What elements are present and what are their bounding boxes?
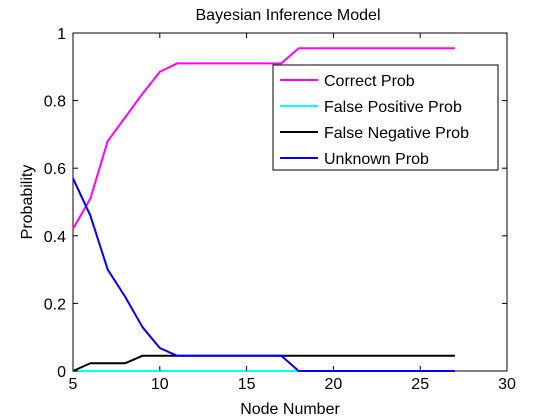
series-layer xyxy=(72,47,455,372)
axes-layer: 5 10 15 20 25 30 0 0.2 0.4 0.6 0.8 1 xyxy=(44,26,516,393)
x-tick-label: 5 xyxy=(69,376,78,393)
series-line-4 xyxy=(72,177,455,372)
x-tick-label: 20 xyxy=(325,376,343,393)
series-line-1 xyxy=(72,47,455,230)
legend-label: False Positive Prob xyxy=(324,99,462,116)
x-tick-label: 15 xyxy=(238,376,256,393)
legend: Correct Prob False Positive Prob False Neg… xyxy=(272,64,499,171)
y-tick-label: 0.2 xyxy=(44,296,66,313)
legend-box xyxy=(272,64,499,171)
y-tick-label: 0 xyxy=(57,364,66,381)
y-tick-label: 1 xyxy=(57,26,66,43)
x-tick-label: 10 xyxy=(151,376,169,393)
chart-title: Bayesian Inference Model xyxy=(196,7,381,24)
y-tick-label: 0.6 xyxy=(44,161,66,178)
x-axis-label: Node Number xyxy=(240,401,340,418)
legend-label: Unknown Prob xyxy=(324,151,429,168)
y-tick-label: 0.4 xyxy=(44,229,66,246)
y-tick-label: 0.8 xyxy=(44,94,66,111)
x-tick-label: 30 xyxy=(498,376,516,393)
legend-label: False Negative Prob xyxy=(324,125,469,142)
legend-label: Correct Prob xyxy=(324,73,415,90)
y-axis-label: Probability xyxy=(19,165,36,240)
x-tick-label: 25 xyxy=(411,376,429,393)
